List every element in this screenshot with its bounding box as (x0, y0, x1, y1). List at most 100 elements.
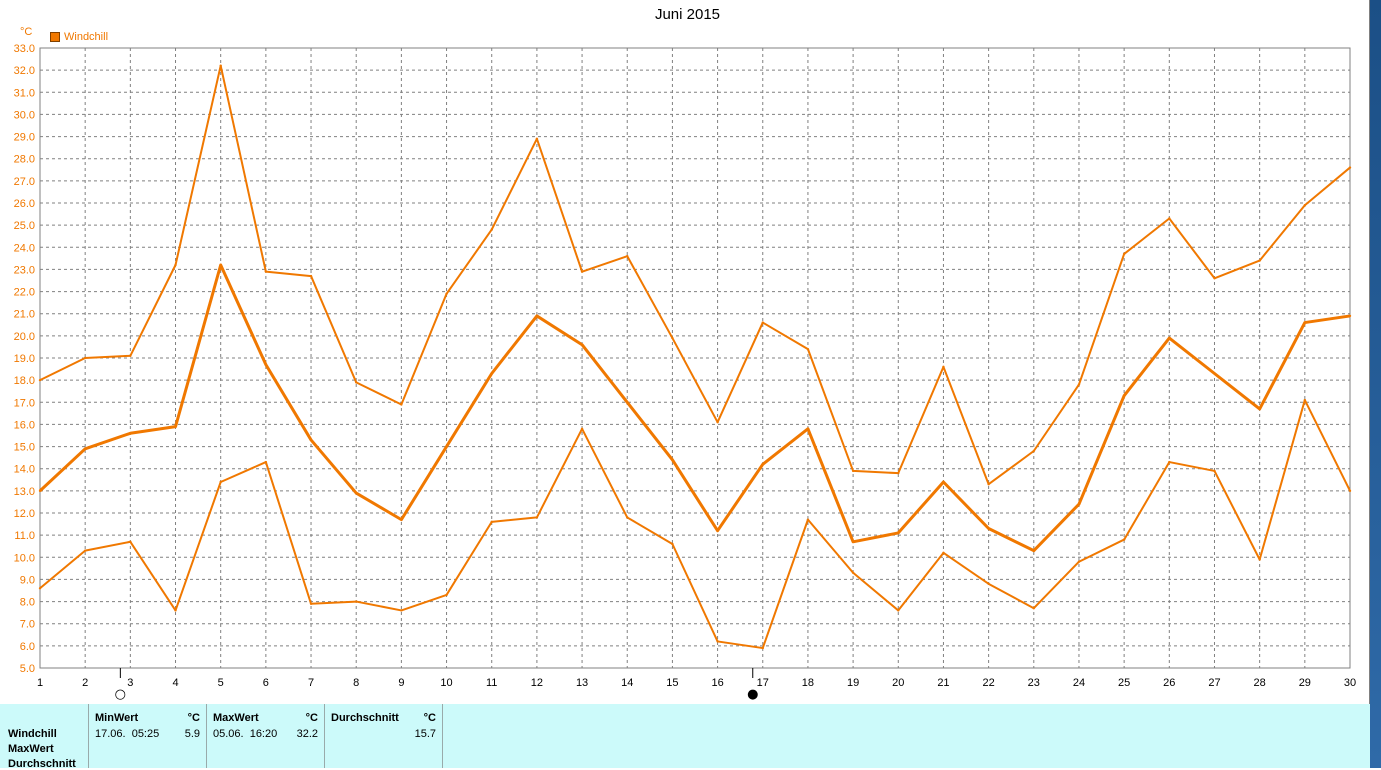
x-tick-label: 9 (398, 677, 404, 689)
data-point-average (1077, 502, 1081, 506)
data-point-max (309, 274, 313, 278)
min-header: MinWert (95, 712, 139, 724)
data-point-max (445, 292, 448, 295)
y-tick-label: 23.0 (14, 264, 35, 276)
data-point-max (897, 471, 900, 475)
data-point-min (851, 571, 855, 574)
data-point-min (490, 520, 493, 524)
series-line-max (39, 64, 1351, 486)
data-point-max (83, 356, 87, 360)
series-line-average (38, 263, 1351, 553)
y-tick-label: 27.0 (14, 176, 35, 188)
x-tick-label: 25 (1118, 677, 1130, 689)
data-point-max (806, 347, 810, 351)
data-point-average (219, 263, 222, 267)
data-point-average (1258, 407, 1261, 411)
data-point-average (626, 401, 629, 404)
data-point-min (355, 600, 358, 603)
legend[interactable]: Windchill (50, 31, 108, 43)
data-point-min (716, 640, 719, 643)
window-edge (1370, 0, 1381, 768)
y-tick-label: 21.0 (14, 309, 35, 321)
data-point-average (355, 491, 358, 495)
line-chart[interactable]: 5.0 6.0 7.0 8.0 9.0 10.0 11.0 12.0 13.0 14.0 15.0 1… (0, 0, 1370, 704)
data-point-max (129, 354, 132, 357)
y-tick-label: 20.0 (14, 331, 35, 343)
data-point-average (851, 540, 855, 543)
data-point-min (1348, 489, 1352, 493)
series-line-min (39, 399, 1351, 650)
min-date: 17.06. 05:25 (95, 728, 160, 740)
y-tick-label: 18.0 (14, 375, 35, 387)
min-value: 5.9 (184, 728, 200, 740)
y-tick-label: 26.0 (14, 198, 35, 210)
max-value: 32.2 (296, 728, 318, 740)
chart-title: Juni 2015 (654, 6, 721, 23)
x-tick-label: 11 (486, 677, 497, 689)
y-tick-label: 15.0 (14, 442, 35, 454)
data-point-average (671, 458, 674, 462)
data-point-min (580, 427, 584, 431)
x-tick-label: 26 (1163, 677, 1175, 689)
max-date: 05.06. 16:20 (213, 728, 278, 740)
stats-panel: Windchill MaxWert Durchschnitt MinWert °… (0, 704, 1370, 770)
x-tick-label: 27 (1208, 677, 1220, 689)
y-tick-label: 17.0 (14, 397, 35, 409)
data-point-average (761, 463, 764, 466)
avg-value-column: Durchschnitt °C 15.7 (324, 704, 443, 768)
y-tick-label: 25.0 (14, 220, 35, 232)
data-point-average (129, 432, 132, 435)
data-point-average (264, 363, 268, 366)
data-point-max (490, 228, 493, 231)
data-point-max (942, 365, 945, 369)
data-point-average (1303, 321, 1307, 324)
data-point-max (1258, 259, 1261, 262)
x-tick-label: 10 (440, 677, 452, 689)
data-point-average (1213, 372, 1216, 375)
data-point-average (1122, 394, 1126, 397)
y-tick-label: 13.0 (14, 486, 35, 498)
x-tick-label: 20 (892, 677, 904, 689)
data-point-min (761, 646, 764, 650)
y-tick-label: 11.0 (14, 530, 35, 542)
data-point-min (1077, 560, 1081, 563)
y-tick-label: 33.0 (14, 43, 35, 55)
data-point-average (38, 489, 42, 493)
data-point-average (445, 445, 448, 448)
data-point-average (580, 343, 584, 346)
data-point-average (716, 529, 719, 532)
chart-area: Juni 2015 °C Windchill 5.0 6.0 7.0 8.0 9.0 10… (0, 0, 1370, 704)
data-point-max (264, 270, 268, 273)
data-point-average (490, 372, 493, 375)
data-point-min (897, 609, 900, 612)
max-value-column: MaxWert °C 05.06. 16:20 32.2 (206, 704, 324, 768)
x-tick-label: 19 (847, 677, 859, 689)
avg-value: 15.7 (414, 728, 436, 740)
y-tick-label: 24.0 (14, 242, 35, 254)
x-tick-label: 6 (263, 677, 269, 689)
data-point-max (1348, 166, 1352, 169)
stats-row-label: Durchschnitt (8, 758, 76, 770)
x-tick-label: 21 (937, 677, 949, 689)
data-point-max (1213, 277, 1216, 280)
data-point-min (535, 516, 539, 519)
data-point-min (264, 460, 268, 464)
data-point-average (806, 427, 810, 431)
x-tick-label: 3 (127, 677, 133, 689)
y-tick-label: 12.0 (14, 508, 35, 520)
y-tick-label: 8.0 (20, 597, 35, 609)
data-point-max (38, 378, 42, 382)
data-point-max (535, 137, 539, 140)
x-tick-label: 7 (308, 677, 314, 689)
y-unit-label: °C (20, 26, 33, 38)
data-point-average (309, 438, 313, 442)
data-point-max (716, 421, 719, 424)
data-point-max (1168, 217, 1171, 220)
y-tick-label: 28.0 (14, 154, 35, 166)
plot-frame (39, 47, 1351, 669)
y-tick-label: 31.0 (14, 87, 35, 99)
max-header: MaxWert (213, 712, 259, 724)
x-tick-label: 14 (621, 677, 633, 689)
data-point-min (671, 542, 674, 546)
data-point-average (987, 527, 990, 530)
